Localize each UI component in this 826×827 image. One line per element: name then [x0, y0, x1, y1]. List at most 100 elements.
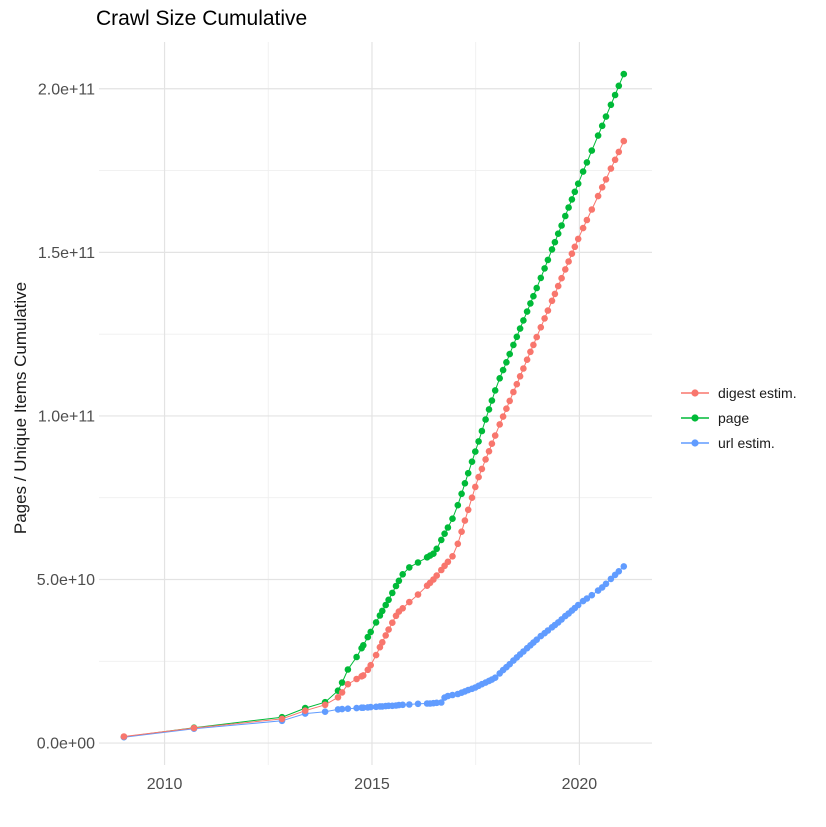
- data-point-url-estim: [353, 704, 360, 712]
- data-point-page: [598, 122, 606, 130]
- data-point-page: [389, 589, 396, 597]
- data-point-page: [382, 601, 390, 609]
- data-point-digest-estim: [433, 572, 441, 579]
- y-tick-label: 0.0e+00: [37, 736, 95, 753]
- data-point-digest-estim: [594, 192, 602, 200]
- data-point-digest-estim: [565, 258, 572, 265]
- data-point-digest-estim: [454, 540, 462, 548]
- data-point-page: [583, 159, 591, 166]
- data-point-digest-estim: [506, 397, 513, 405]
- data-point-digest-estim: [278, 715, 286, 723]
- data-point-digest-estim: [367, 661, 375, 669]
- data-point-page: [430, 550, 437, 557]
- data-point-digest-estim: [488, 440, 496, 448]
- data-point-page: [406, 564, 413, 571]
- data-point-digest-estim: [468, 494, 476, 502]
- data-point-url-estim: [583, 595, 591, 602]
- data-point-digest-estim: [537, 324, 545, 331]
- data-point-digest-estim: [554, 282, 562, 290]
- data-point-digest-estim: [334, 694, 342, 701]
- data-point-url-estim: [414, 700, 422, 708]
- data-point-digest-estim: [478, 465, 486, 473]
- data-point-page: [503, 359, 510, 366]
- data-point-url-estim: [344, 705, 352, 712]
- data-point-digest-estim: [301, 707, 309, 714]
- data-point-url-estim: [321, 708, 329, 715]
- data-point-digest-estim: [611, 156, 619, 164]
- data-point-url-estim: [367, 703, 375, 711]
- data-point-url-estim: [588, 591, 596, 599]
- x-tick-label: 2010: [147, 776, 183, 793]
- data-point-page: [523, 308, 531, 315]
- data-point-digest-estim: [338, 689, 346, 696]
- data-point-page: [513, 333, 521, 341]
- data-point-digest-estim: [385, 626, 392, 633]
- data-point-digest-estim: [520, 365, 527, 372]
- data-point-page: [544, 256, 552, 264]
- data-point-page: [379, 607, 386, 615]
- data-point-digest-estim: [464, 506, 472, 514]
- data-point-digest-estim: [548, 297, 556, 305]
- y-tick-label: 5.0e+10: [37, 572, 95, 589]
- panel-background: [99, 42, 652, 765]
- data-point-page: [468, 458, 476, 466]
- data-point-page: [579, 168, 587, 175]
- legend-key-page-icon: [681, 413, 709, 422]
- data-point-page: [338, 679, 346, 686]
- data-point-page: [530, 292, 537, 300]
- data-point-digest-estim: [458, 528, 465, 535]
- data-point-page: [488, 397, 496, 404]
- data-point-page: [620, 70, 628, 78]
- data-point-page: [472, 448, 479, 455]
- data-point-page: [496, 375, 504, 382]
- data-point-page: [541, 265, 548, 272]
- legend-label-page: page: [718, 409, 750, 426]
- data-point-page: [506, 350, 513, 358]
- data-point-page: [491, 387, 499, 394]
- data-point-digest-estim: [376, 643, 384, 651]
- data-point-page: [558, 222, 565, 229]
- data-point-digest-estim: [120, 733, 128, 740]
- data-point-digest-estim: [551, 290, 559, 298]
- data-point-page: [537, 274, 545, 282]
- data-point-url-estim: [615, 568, 623, 575]
- data-point-page: [449, 515, 456, 522]
- legend-key-url-icon: [681, 438, 709, 447]
- data-point-digest-estim: [472, 483, 479, 491]
- data-point-digest-estim: [475, 473, 482, 481]
- y-tick-label: 2.0e+11: [38, 81, 95, 98]
- data-point-page: [594, 132, 602, 139]
- data-point-digest-estim: [588, 206, 596, 213]
- data-point-url-estim: [607, 575, 615, 583]
- data-point-digest-estim: [485, 448, 493, 455]
- data-point-url-estim: [399, 701, 407, 709]
- data-point-digest-estim: [523, 356, 531, 364]
- chart-title: Crawl Size Cumulative: [96, 7, 308, 30]
- data-point-page: [551, 238, 559, 246]
- data-point-digest-estim: [541, 315, 548, 322]
- data-point-page: [485, 406, 493, 413]
- data-point-digest-estim: [399, 605, 407, 612]
- data-point-page: [438, 536, 445, 544]
- data-point-page: [458, 490, 465, 498]
- data-point-page: [499, 366, 507, 374]
- data-point-page: [433, 545, 441, 553]
- data-point-page: [607, 101, 615, 109]
- data-point-page: [372, 619, 380, 626]
- data-point-digest-estim: [516, 373, 524, 380]
- data-point-page: [367, 628, 375, 636]
- data-point-digest-estim: [190, 724, 198, 732]
- data-point-digest-estim: [353, 675, 360, 683]
- data-point-digest-estim: [499, 413, 507, 420]
- data-point-page: [414, 559, 422, 566]
- data-point-digest-estim: [372, 651, 380, 659]
- data-point-url-estim: [438, 699, 445, 706]
- data-point-url-estim: [620, 563, 628, 570]
- x-tick-label: 2015: [354, 776, 390, 793]
- data-point-page: [461, 480, 469, 487]
- data-point-digest-estim: [527, 348, 534, 356]
- data-point-digest-estim: [533, 333, 540, 341]
- data-point-url-estim: [574, 601, 582, 609]
- data-point-page: [565, 204, 572, 211]
